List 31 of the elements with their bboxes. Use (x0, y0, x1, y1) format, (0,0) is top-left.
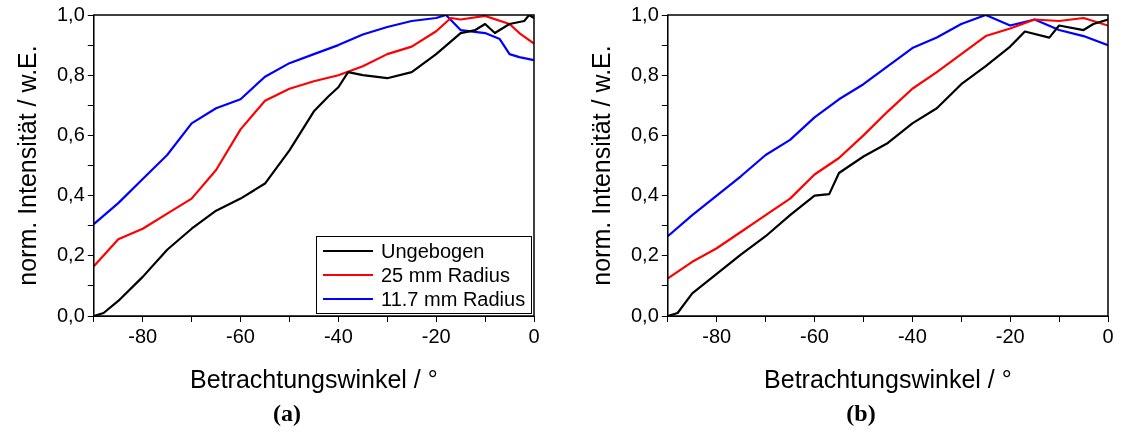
legend-label: Ungebogen (381, 239, 485, 263)
y-tick-label: 0,8 (56, 62, 85, 85)
y-tick-label: 0,4 (630, 183, 659, 206)
y-axis-title: norm. Intensität / w.E. (12, 45, 41, 286)
y-tick-label: 0,0 (630, 303, 659, 326)
y-tick-label: 0,0 (56, 303, 85, 326)
legend-label: 25 mm Radius (381, 263, 510, 287)
y-tick-label: 0,6 (56, 122, 85, 145)
x-axis-title: Betrachtungswinkel / ° (190, 364, 438, 393)
x-tick-label: -40 (897, 324, 927, 347)
x-tick-label: -60 (226, 324, 255, 347)
x-axis-title: Betrachtungswinkel / ° (764, 364, 1012, 393)
y-tick-label: 0,4 (56, 183, 85, 206)
y-tick-label: 1,0 (630, 2, 659, 25)
y-tick-label: 1,0 (56, 2, 85, 25)
x-tick-label: -40 (323, 324, 353, 347)
text: (b) (845, 400, 877, 427)
x-tick-label: 0 (1102, 324, 1114, 347)
x-tick-label: -80 (128, 324, 158, 347)
x-tick-label: -20 (995, 324, 1025, 347)
x-tick-label: -80 (702, 324, 732, 347)
y-tick-label: 0,2 (56, 243, 85, 266)
legend-label: 11.7 mm Radius (381, 287, 526, 311)
x-tick-label: 0 (528, 324, 540, 347)
y-tick-label: 0,6 (630, 122, 659, 145)
y-tick-label: 0,2 (630, 243, 659, 266)
x-tick-label: -60 (800, 324, 829, 347)
x-tick-label: -20 (421, 324, 451, 347)
text: (a) (272, 400, 302, 427)
y-axis-title: norm. Intensität / w.E. (586, 45, 615, 286)
y-tick-label: 0,8 (630, 62, 659, 85)
